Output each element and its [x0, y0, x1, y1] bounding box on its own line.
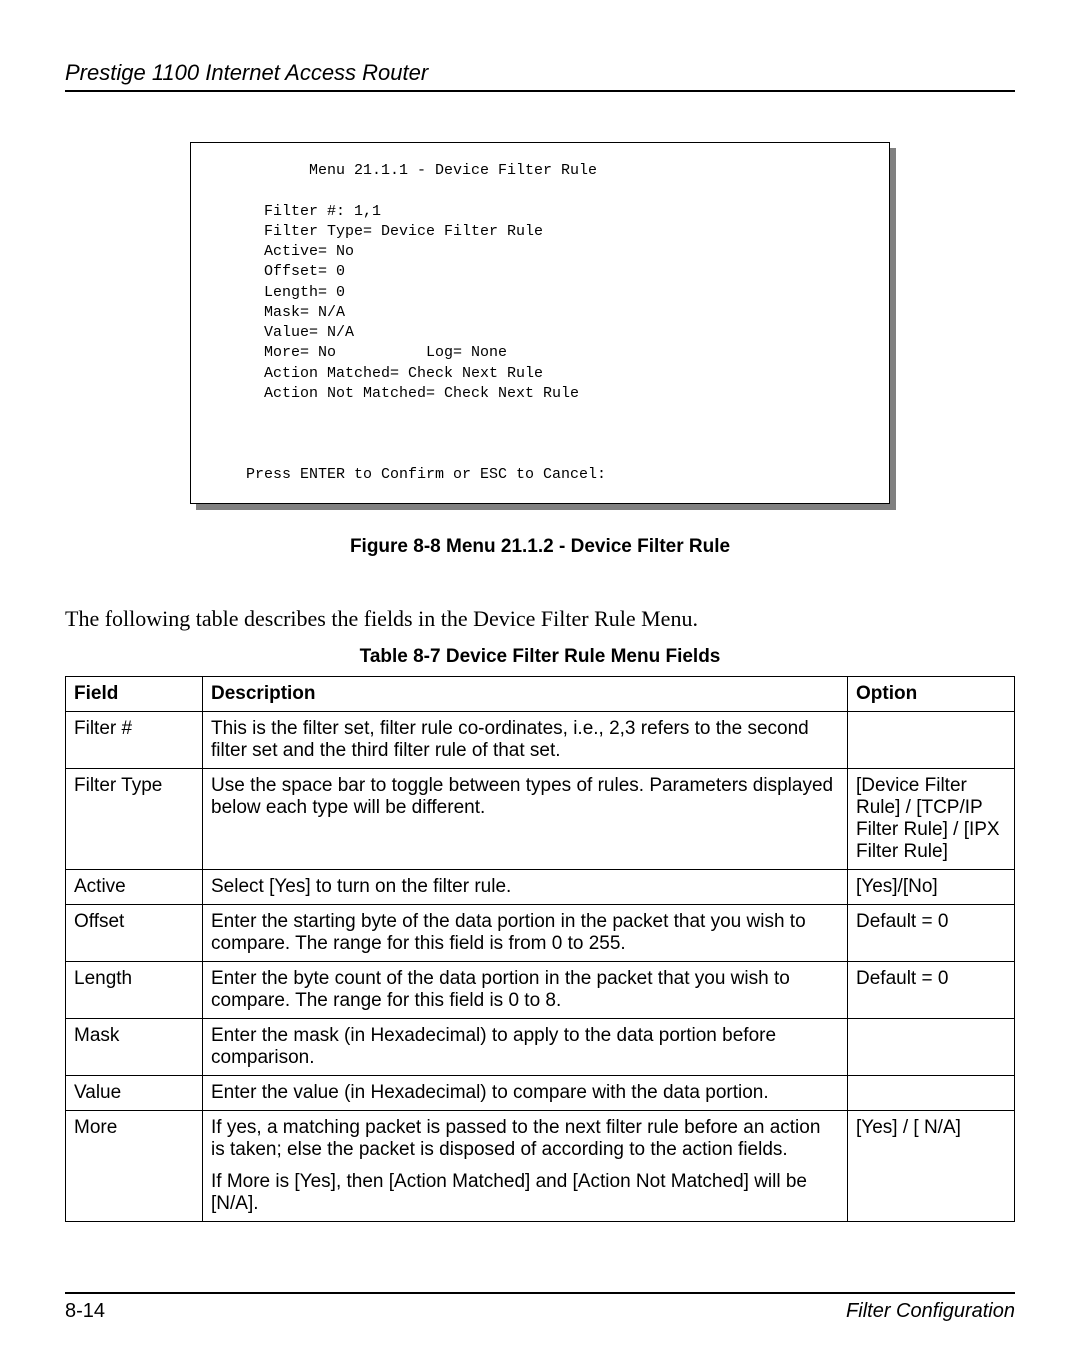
description-paragraph: If yes, a matching packet is passed to t…	[211, 1117, 839, 1161]
description-paragraph: Enter the starting byte of the data port…	[211, 911, 839, 955]
header-rule	[65, 90, 1015, 92]
table-row: MaskEnter the mask (in Hexadecimal) to a…	[66, 1019, 1015, 1076]
table-row: OffsetEnter the starting byte of the dat…	[66, 905, 1015, 962]
th-field: Field	[66, 677, 203, 712]
cell-option: [Yes]/[No]	[848, 870, 1015, 905]
cell-option: Default = 0	[848, 905, 1015, 962]
cell-field: Length	[66, 962, 203, 1019]
table-row: MoreIf yes, a matching packet is passed …	[66, 1111, 1015, 1222]
description-paragraph: If More is [Yes], then [Action Matched] …	[211, 1171, 839, 1215]
cell-option: Default = 0	[848, 962, 1015, 1019]
description-paragraph: This is the filter set, filter rule co-o…	[211, 718, 839, 762]
footer-rule	[65, 1292, 1015, 1294]
footer-section-title: Filter Configuration	[846, 1300, 1015, 1323]
cell-description: If yes, a matching packet is passed to t…	[203, 1111, 848, 1222]
cell-option: [Yes] / [ N/A]	[848, 1111, 1015, 1222]
cell-field: Filter Type	[66, 769, 203, 870]
description-paragraph: Enter the mask (in Hexadecimal) to apply…	[211, 1025, 839, 1069]
terminal-box: Menu 21.1.1 - Device Filter Rule Filter …	[190, 142, 890, 504]
cell-description: Use the space bar to toggle between type…	[203, 769, 848, 870]
terminal-body: Filter #: 1,1 Filter Type= Device Filter…	[219, 203, 606, 483]
table-row: LengthEnter the byte count of the data p…	[66, 962, 1015, 1019]
description-paragraph: Use the space bar to toggle between type…	[211, 775, 839, 819]
cell-description: Enter the value (in Hexadecimal) to comp…	[203, 1076, 848, 1111]
intro-text: The following table describes the fields…	[65, 606, 1015, 632]
terminal-content: Menu 21.1.1 - Device Filter Rule Filter …	[190, 142, 890, 504]
table-row: Filter TypeUse the space bar to toggle b…	[66, 769, 1015, 870]
cell-option	[848, 1076, 1015, 1111]
th-option: Option	[848, 677, 1015, 712]
cell-option: [Device Filter Rule] / [TCP/IP Filter Ru…	[848, 769, 1015, 870]
cell-field: More	[66, 1111, 203, 1222]
cell-field: Value	[66, 1076, 203, 1111]
table-row: Filter #This is the filter set, filter r…	[66, 712, 1015, 769]
cell-field: Offset	[66, 905, 203, 962]
cell-description: Enter the mask (in Hexadecimal) to apply…	[203, 1019, 848, 1076]
footer-page-number: 8-14	[65, 1300, 105, 1323]
table-caption: Table 8-7 Device Filter Rule Menu Fields	[65, 646, 1015, 668]
cell-field: Filter #	[66, 712, 203, 769]
cell-description: This is the filter set, filter rule co-o…	[203, 712, 848, 769]
cell-description: Enter the byte count of the data portion…	[203, 962, 848, 1019]
figure-caption: Figure 8-8 Menu 21.1.2 - Device Filter R…	[65, 536, 1015, 558]
terminal-title-line: Menu 21.1.1 - Device Filter Rule	[219, 162, 597, 179]
description-paragraph: Enter the byte count of the data portion…	[211, 968, 839, 1012]
page: Prestige 1100 Internet Access Router Men…	[0, 0, 1080, 1353]
table-row: Active Select [Yes] to turn on the filter…	[66, 870, 1015, 905]
description-paragraph: Select [Yes] to turn on the filter rule.	[211, 876, 839, 898]
table-header-row: Field Description Option	[66, 677, 1015, 712]
footer: 8-14 Filter Configuration	[65, 1292, 1015, 1323]
cell-field: Mask	[66, 1019, 203, 1076]
footer-row: 8-14 Filter Configuration	[65, 1300, 1015, 1323]
description-paragraph: Enter the value (in Hexadecimal) to comp…	[211, 1082, 839, 1104]
header-title: Prestige 1100 Internet Access Router	[65, 60, 1015, 86]
cell-option	[848, 1019, 1015, 1076]
cell-description: Select [Yes] to turn on the filter rule.	[203, 870, 848, 905]
cell-option	[848, 712, 1015, 769]
fields-table: Field Description Option Filter #This is…	[65, 676, 1015, 1222]
cell-description: Enter the starting byte of the data port…	[203, 905, 848, 962]
cell-field: Active	[66, 870, 203, 905]
th-description: Description	[203, 677, 848, 712]
table-row: Value Enter the value (in Hexadecimal) to…	[66, 1076, 1015, 1111]
